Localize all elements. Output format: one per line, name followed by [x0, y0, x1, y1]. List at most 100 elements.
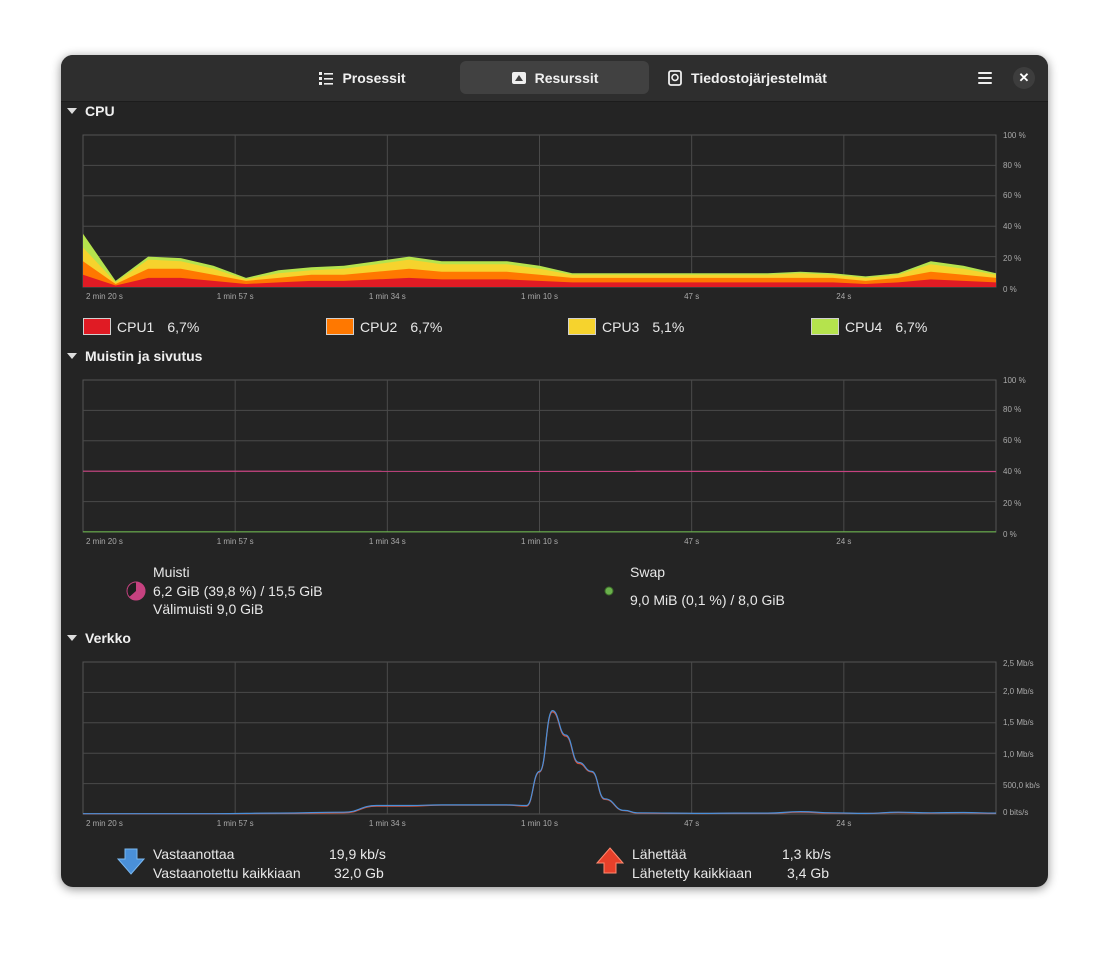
cpu-legend-name: CPU3 — [602, 318, 640, 335]
cpu-history-chart: 2 min 20 s 1 min 57 s 1 min 34 s 1 min 10 s… — [82, 131, 1026, 301]
cpu-legend-name: CPU4 — [845, 318, 883, 335]
y-tick-label: 0 bits/s — [1003, 808, 1028, 817]
cpu-color-swatch[interactable] — [811, 318, 839, 335]
system-monitor-window: Prosessit Resurssit Tiedostojärjestelmät — [61, 55, 1048, 887]
x-tick-label: 2 min 20 s — [86, 537, 123, 546]
cpu-color-swatch[interactable] — [83, 318, 111, 335]
x-tick-label: 2 min 20 s — [86, 292, 123, 301]
x-tick-label: 1 min 34 s — [369, 292, 406, 301]
cpu-section-header[interactable]: CPU — [67, 103, 115, 119]
network-section-title: Verkko — [85, 630, 131, 646]
y-tick-label: 40 % — [1003, 222, 1021, 231]
disk-icon — [667, 69, 683, 86]
memory-section-title: Muistin ja sivutus — [85, 348, 203, 364]
receiving-label: Vastaanottaa — [153, 846, 235, 862]
x-tick-label: 1 min 10 s — [521, 292, 558, 301]
y-tick-label: 60 % — [1003, 436, 1021, 445]
y-tick-label: 100 % — [1003, 131, 1026, 140]
y-tick-label: 2,0 Mb/s — [1003, 687, 1034, 696]
y-tick-label: 500,0 kb/s — [1003, 781, 1040, 790]
cpu-legend-value: 5,1% — [652, 318, 685, 335]
x-tick-label: 1 min 57 s — [217, 292, 254, 301]
x-tick-label: 1 min 34 s — [369, 819, 406, 828]
cpu-legend-name: CPU2 — [360, 318, 398, 335]
network-history-chart: 2 min 20 s 1 min 57 s 1 min 34 s 1 min 10 s… — [82, 659, 1040, 828]
menu-button[interactable] — [969, 66, 1001, 90]
cpu-legend-item: CPU1 6,7% — [83, 318, 199, 335]
x-tick-label: 47 s — [684, 537, 699, 546]
x-tick-label: 1 min 57 s — [217, 537, 254, 546]
cpu-legend-value: 6,7% — [167, 318, 200, 335]
header-bar: Prosessit Resurssit Tiedostojärjestelmät — [61, 55, 1048, 102]
y-tick-label: 40 % — [1003, 467, 1021, 476]
y-tick-label: 1,0 Mb/s — [1003, 750, 1034, 759]
x-tick-label: 1 min 57 s — [217, 819, 254, 828]
cpu-series-area-cpu1 — [83, 274, 996, 287]
receiving-value: 19,9 kb/s — [329, 846, 386, 862]
tab-resources[interactable]: Resurssit — [460, 61, 649, 94]
tab-processes[interactable]: Prosessit — [310, 61, 414, 94]
memory-usage: 6,2 GiB (39,8 %) / 15,5 GiB — [153, 583, 323, 599]
sent-total-label: Lähetetty kaikkiaan — [632, 865, 752, 881]
y-tick-label: 20 % — [1003, 499, 1021, 508]
menu-icon — [978, 72, 992, 74]
gauge-icon — [511, 70, 527, 86]
cpu-legend-item: CPU2 6,7% — [326, 318, 442, 335]
close-icon: ✕ — [1018, 70, 1030, 85]
x-tick-label: 24 s — [836, 292, 851, 301]
tab-filesystems-label: Tiedostojärjestelmät — [691, 69, 827, 86]
y-tick-label: 0 % — [1003, 530, 1017, 539]
list-icon — [318, 70, 334, 86]
cpu-section-title: CPU — [85, 103, 115, 119]
expander-icon — [67, 353, 77, 359]
expander-icon — [67, 108, 77, 114]
menu-icon-line — [978, 77, 992, 79]
menu-icon-line — [978, 82, 992, 84]
y-tick-label: 1,5 Mb/s — [1003, 718, 1034, 727]
y-tick-label: 60 % — [1003, 191, 1021, 200]
sending-value: 1,3 kb/s — [782, 846, 832, 862]
tab-filesystems[interactable]: Tiedostojärjestelmät — [661, 61, 833, 94]
cpu-color-swatch[interactable] — [326, 318, 354, 335]
y-tick-label: 100 % — [1003, 376, 1026, 385]
x-tick-label: 24 s — [836, 819, 851, 828]
x-tick-label: 24 s — [836, 537, 851, 546]
network-section-header[interactable]: Verkko — [67, 630, 131, 646]
x-tick-label: 1 min 10 s — [521, 537, 558, 546]
expander-icon — [67, 635, 77, 641]
tab-resources-label: Resurssit — [534, 69, 599, 86]
swap-usage: 9,0 MiB (0,1 %) / 8,0 GiB — [630, 592, 785, 608]
tab-processes-label: Prosessit — [342, 69, 406, 86]
download-arrow-icon[interactable] — [117, 847, 145, 875]
y-tick-label: 20 % — [1003, 254, 1021, 263]
close-button[interactable]: ✕ — [1013, 67, 1035, 89]
memory-title: Muisti — [153, 564, 190, 580]
sending-label: Lähettää — [632, 846, 687, 862]
cpu-legend-item: CPU3 5,1% — [568, 318, 684, 335]
swap-pie-icon[interactable] — [603, 585, 615, 597]
upload-arrow-icon[interactable] — [596, 847, 624, 875]
memory-history-chart: 2 min 20 s 1 min 57 s 1 min 34 s 1 min 10 s… — [82, 376, 1026, 546]
x-tick-label: 1 min 34 s — [369, 537, 406, 546]
network-series-line — [83, 709, 997, 815]
cpu-legend-value: 6,7% — [410, 318, 443, 335]
x-tick-label: 1 min 10 s — [521, 819, 558, 828]
y-tick-label: 0 % — [1003, 285, 1017, 294]
x-tick-label: 2 min 20 s — [86, 819, 123, 828]
y-tick-label: 80 % — [1003, 161, 1021, 170]
cpu-legend-value: 6,7% — [895, 318, 928, 335]
cpu-color-swatch[interactable] — [568, 318, 596, 335]
sent-total-value: 3,4 Gb — [787, 865, 830, 881]
x-tick-label: 47 s — [684, 292, 699, 301]
memory-pie-icon[interactable] — [125, 579, 147, 603]
cpu-legend-name: CPU1 — [117, 318, 155, 335]
memory-cache: Välimuisti 9,0 GiB — [153, 601, 264, 617]
x-tick-label: 47 s — [684, 819, 699, 828]
y-tick-label: 2,5 Mb/s — [1003, 659, 1034, 668]
memory-section-header[interactable]: Muistin ja sivutus — [67, 348, 202, 364]
swap-title: Swap — [630, 564, 666, 580]
cpu-series-area-cpu2 — [83, 261, 996, 287]
cpu-legend-item: CPU4 6,7% — [811, 318, 927, 335]
y-tick-label: 80 % — [1003, 405, 1021, 414]
received-total-label: Vastaanotettu kaikkiaan — [153, 865, 301, 881]
